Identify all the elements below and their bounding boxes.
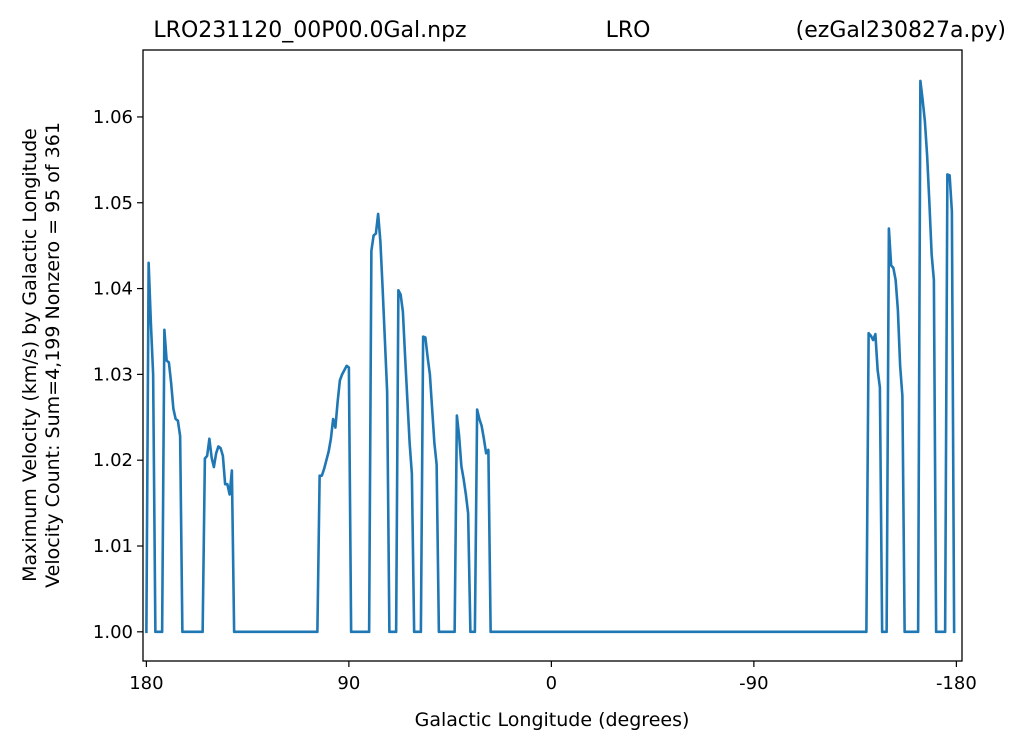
x-tick-label: -90 [739, 673, 768, 694]
x-tick-label: -180 [936, 673, 977, 694]
series-line [145, 79, 956, 634]
plot-frame [142, 49, 963, 662]
y-axis-label: Maximum Velocity (km/s) by Galactic Long… [19, 122, 64, 588]
series-layer [145, 79, 956, 634]
x-tick-label: 180 [129, 673, 163, 694]
y-tick-label: 1.06 [93, 107, 133, 128]
y-tick-label: 1.02 [93, 450, 133, 471]
x-axis-label: Galactic Longitude (degrees) [415, 709, 690, 731]
y-axis-label-line1: Maximum Velocity (km/s) by Galactic Long… [19, 128, 41, 582]
chart-titles: LRO231120_00P00.0Gal.npz LRO (ezGal23082… [153, 18, 1006, 43]
y-axis-label-line2: Velocity Count: Sum=4,199 Nonzero = 95 o… [42, 122, 64, 588]
y-tick-label: 1.00 [93, 622, 133, 643]
x-tick-label: 0 [546, 673, 557, 694]
ticks-layer: 180 90 0 -90 -180 1.00 1.01 1.02 1.03 1.04 1.05 1.0… [93, 107, 977, 694]
y-tick-label: 1.01 [93, 536, 133, 557]
x-tick-label: 90 [337, 673, 360, 694]
y-tick-label: 1.03 [93, 364, 133, 385]
y-tick-label: 1.05 [93, 193, 133, 214]
chart-title-station: LRO [606, 18, 651, 43]
y-tick-label: 1.04 [93, 279, 133, 300]
chart-title-script: (ezGal230827a.py) [796, 18, 1006, 43]
chart-title-filename: LRO231120_00P00.0Gal.npz [153, 18, 466, 43]
